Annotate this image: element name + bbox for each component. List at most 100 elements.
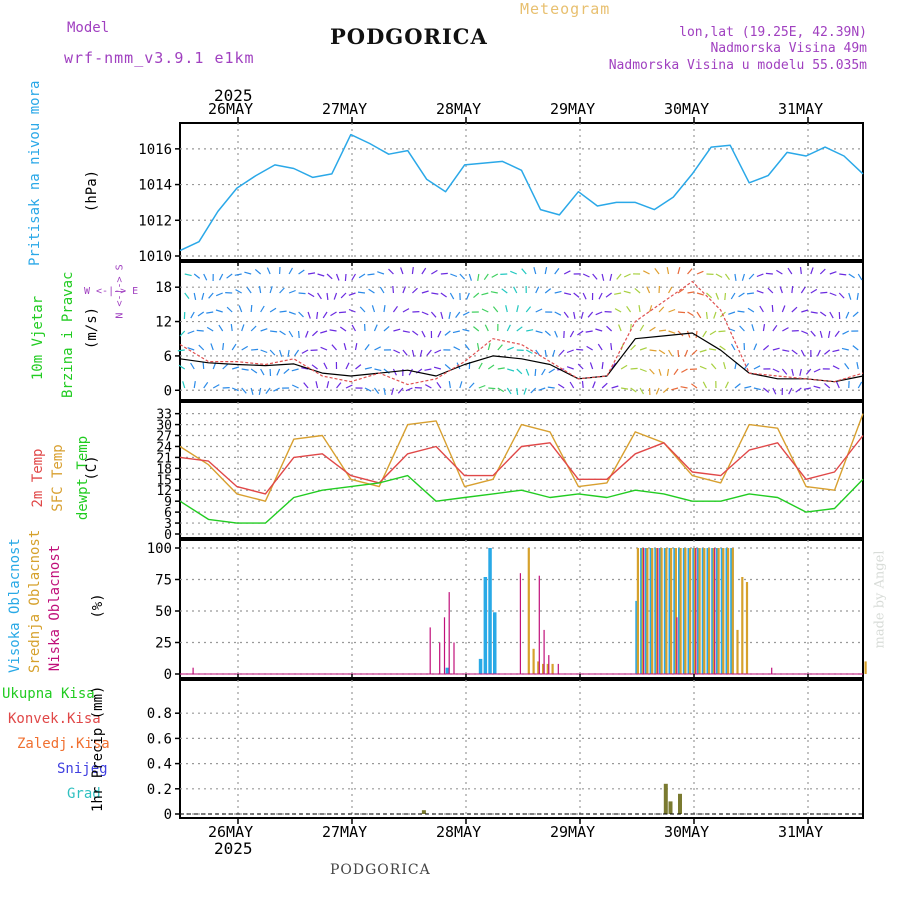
wind-arrow [193, 292, 197, 301]
wind-arrow [408, 368, 413, 376]
wind-arrow [311, 364, 318, 370]
wind-arrow [668, 308, 676, 313]
wind-arrow [832, 349, 840, 353]
wind-arrow [819, 268, 826, 275]
wind-arrow [218, 324, 224, 332]
wind-arrow [582, 273, 590, 278]
wind-arrow [345, 384, 353, 389]
mid-cloud-bar [655, 548, 658, 674]
wind-arrow [782, 327, 789, 332]
mid-cloud-bar [698, 548, 701, 674]
wind-arrow [331, 344, 337, 351]
wind-arrow [623, 273, 631, 278]
wind-arrow [662, 387, 669, 394]
wind-arrow [411, 287, 418, 294]
mid-cloud-bar [717, 548, 720, 674]
wind-arrow [424, 368, 432, 371]
wind-arrow [626, 305, 632, 313]
wind-arrow [459, 273, 466, 280]
wind-arrow [772, 368, 780, 373]
wind-arrow [477, 273, 480, 281]
wind-arrow [728, 311, 736, 315]
wind-arrow [718, 330, 726, 333]
wind-arrow [525, 306, 532, 313]
wind-arrow [440, 272, 448, 275]
wind-arrow [535, 330, 543, 334]
wind-arrow [581, 380, 584, 389]
low-cloud-bar [192, 667, 194, 674]
precip-frame [179, 679, 864, 819]
wind-arrow [260, 349, 268, 354]
cloud-ytick-label: 50 [155, 604, 172, 620]
temperature-ytick-label: 24 [156, 440, 172, 455]
wind-arrow [595, 328, 603, 332]
low-cloud-bar [695, 548, 697, 674]
wind-arrow [521, 268, 527, 275]
wind-arrow [455, 311, 461, 318]
wind-arrow [440, 311, 444, 319]
wind-arrow [506, 387, 512, 395]
wind-arrow [516, 387, 519, 395]
low-cloud-bar [443, 617, 446, 674]
wind-arrow [392, 305, 398, 313]
wind-arrow [573, 292, 580, 298]
wind-arrow [449, 292, 455, 300]
wind-arrow [411, 267, 414, 275]
top-date-label: 30MAY [664, 100, 710, 118]
wind-arrow [699, 365, 707, 370]
wind-arrow [497, 367, 505, 370]
wind-arrow [857, 381, 863, 389]
wind-arrow [326, 292, 329, 300]
wind-arrow [421, 290, 429, 294]
wind-arrow [250, 387, 254, 395]
wind-arrow [709, 330, 717, 336]
wind-arrow [534, 368, 537, 377]
wind-arrow [587, 311, 594, 318]
wind-arrow [187, 330, 195, 335]
wind-arrow [741, 273, 745, 281]
dewpoint-line [179, 474, 864, 524]
wind-ytick-label: 6 [164, 349, 172, 365]
wind-arrow [677, 311, 686, 314]
wind-arrow [421, 330, 426, 338]
wind-arrow [779, 286, 783, 294]
wind-arrow [791, 368, 794, 376]
wind-arrow [677, 288, 685, 294]
wind-arrow [658, 306, 665, 313]
wind-arrow [799, 267, 802, 275]
wind-arrow [601, 362, 604, 370]
wind-arrow [338, 311, 347, 314]
low-cloud-bar [657, 548, 659, 674]
wind-arrow [576, 348, 584, 351]
wind-arrow [230, 324, 233, 332]
model-name: wrf-nmm_v3.9.1 e1km [64, 49, 255, 67]
wind-arrow [348, 308, 356, 313]
precip-ytick-label: 0.2 [147, 782, 172, 798]
cloud-ytick-label: 100 [147, 541, 172, 557]
wind-arrow [437, 330, 442, 338]
wind-arrow [279, 330, 286, 336]
wind-arrow [820, 291, 828, 294]
low-cloud-bar [676, 617, 678, 674]
wind-arrow [856, 361, 859, 370]
bottom-year-label: 2025 [214, 839, 253, 858]
top-date-label: 31MAY [778, 100, 824, 118]
wind-arrow [481, 292, 489, 296]
wind-arrow [487, 364, 495, 370]
wind-arrow [196, 329, 204, 332]
wind-arrow [756, 273, 764, 278]
wind-arrow [322, 311, 328, 319]
top-date-label: 26MAY [208, 100, 254, 118]
wind-arrow [344, 273, 347, 282]
legend-hail: Grad [67, 786, 101, 802]
wind-arrow [677, 330, 684, 337]
temperature-ytick-label: 30 [156, 419, 172, 434]
wind-arrow [444, 330, 451, 336]
wind-arrow [715, 292, 720, 300]
wind-arrow [288, 330, 294, 338]
wind-arrow [544, 266, 548, 275]
mid-cloud-bar [736, 629, 739, 674]
wind-arrow [614, 308, 622, 313]
wind-arrow [238, 305, 243, 313]
wind-arrow [340, 292, 347, 299]
